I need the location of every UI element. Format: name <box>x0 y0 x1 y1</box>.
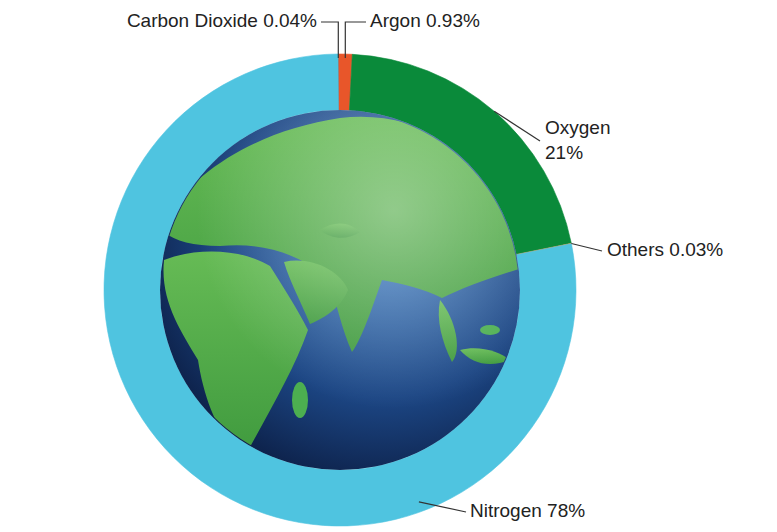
globe <box>160 110 522 470</box>
category-label: Argon <box>370 10 421 31</box>
leader-line <box>345 22 366 58</box>
slice-label: Oxygen 21% <box>545 117 610 163</box>
labels: Carbon Dioxide 0.04% Argon 0.93% Oxygen 21%… <box>127 10 723 521</box>
ring <box>104 54 576 526</box>
category-label: Others <box>607 239 664 260</box>
slice-label: Carbon Dioxide 0.04% <box>127 10 317 31</box>
category-label: Oxygen <box>545 117 610 138</box>
slice-label: Argon 0.93% <box>370 10 480 31</box>
slice <box>104 54 576 526</box>
value-label: 78% <box>547 500 585 521</box>
leader-line <box>494 111 540 141</box>
value-label: 0.04% <box>263 10 317 31</box>
globe-ocean <box>160 110 520 470</box>
leader-line <box>321 22 338 58</box>
category-label: Nitrogen <box>470 500 542 521</box>
value-label: 0.03% <box>669 239 723 260</box>
value-label: 21% <box>545 142 583 163</box>
leader-line <box>571 244 602 252</box>
category-label: Carbon Dioxide <box>127 10 258 31</box>
globe-shine <box>160 110 520 470</box>
slice-label: Others 0.03% <box>607 239 723 260</box>
slice-label: Nitrogen 78% <box>470 500 585 521</box>
leader-line <box>419 502 466 512</box>
value-label: 0.93% <box>426 10 480 31</box>
chart: Carbon Dioxide 0.04% Argon 0.93% Oxygen 21%… <box>0 0 777 532</box>
